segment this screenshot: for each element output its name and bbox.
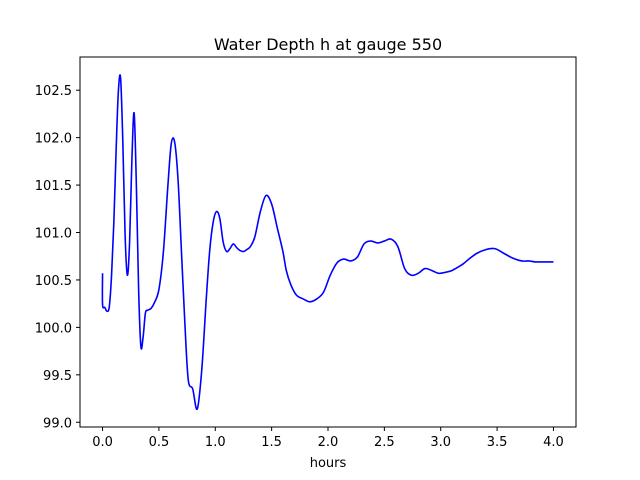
x-axis-ticks: 0.0 0.5 1.0 1.5 2.0 2.5 3.0 3.5 4.0 [92, 427, 564, 450]
x-tick-label: 2.0 [318, 435, 339, 450]
x-tick-label: 0.5 [149, 435, 170, 450]
y-axis-ticks: 99.0 99.5 100.0 100.5 101.0 101.5 102.0 102.5 [35, 84, 80, 431]
y-tick-label: 101.0 [35, 227, 72, 242]
x-tick-label: 4.0 [543, 435, 564, 450]
y-tick-label: 99.0 [43, 416, 72, 431]
chart-title: Water Depth h at gauge 550 [214, 35, 442, 54]
x-tick-label: 3.0 [430, 435, 451, 450]
x-tick-label: 0.0 [92, 435, 113, 450]
y-tick-label: 102.5 [35, 84, 72, 99]
x-tick-label: 1.0 [205, 435, 226, 450]
y-tick-label: 102.0 [35, 132, 72, 147]
series-line [101, 74, 554, 411]
x-tick-label: 1.5 [261, 435, 282, 450]
y-tick-label: 100.0 [35, 321, 72, 336]
plot-area [101, 74, 554, 411]
x-tick-label: 3.5 [487, 435, 508, 450]
y-tick-label: 100.5 [35, 274, 72, 289]
x-tick-label: 2.5 [374, 435, 395, 450]
x-axis-label: hours [310, 456, 347, 471]
axes-frame [79, 56, 577, 428]
y-tick-label: 99.5 [43, 369, 72, 384]
y-tick-label: 101.5 [35, 179, 72, 194]
